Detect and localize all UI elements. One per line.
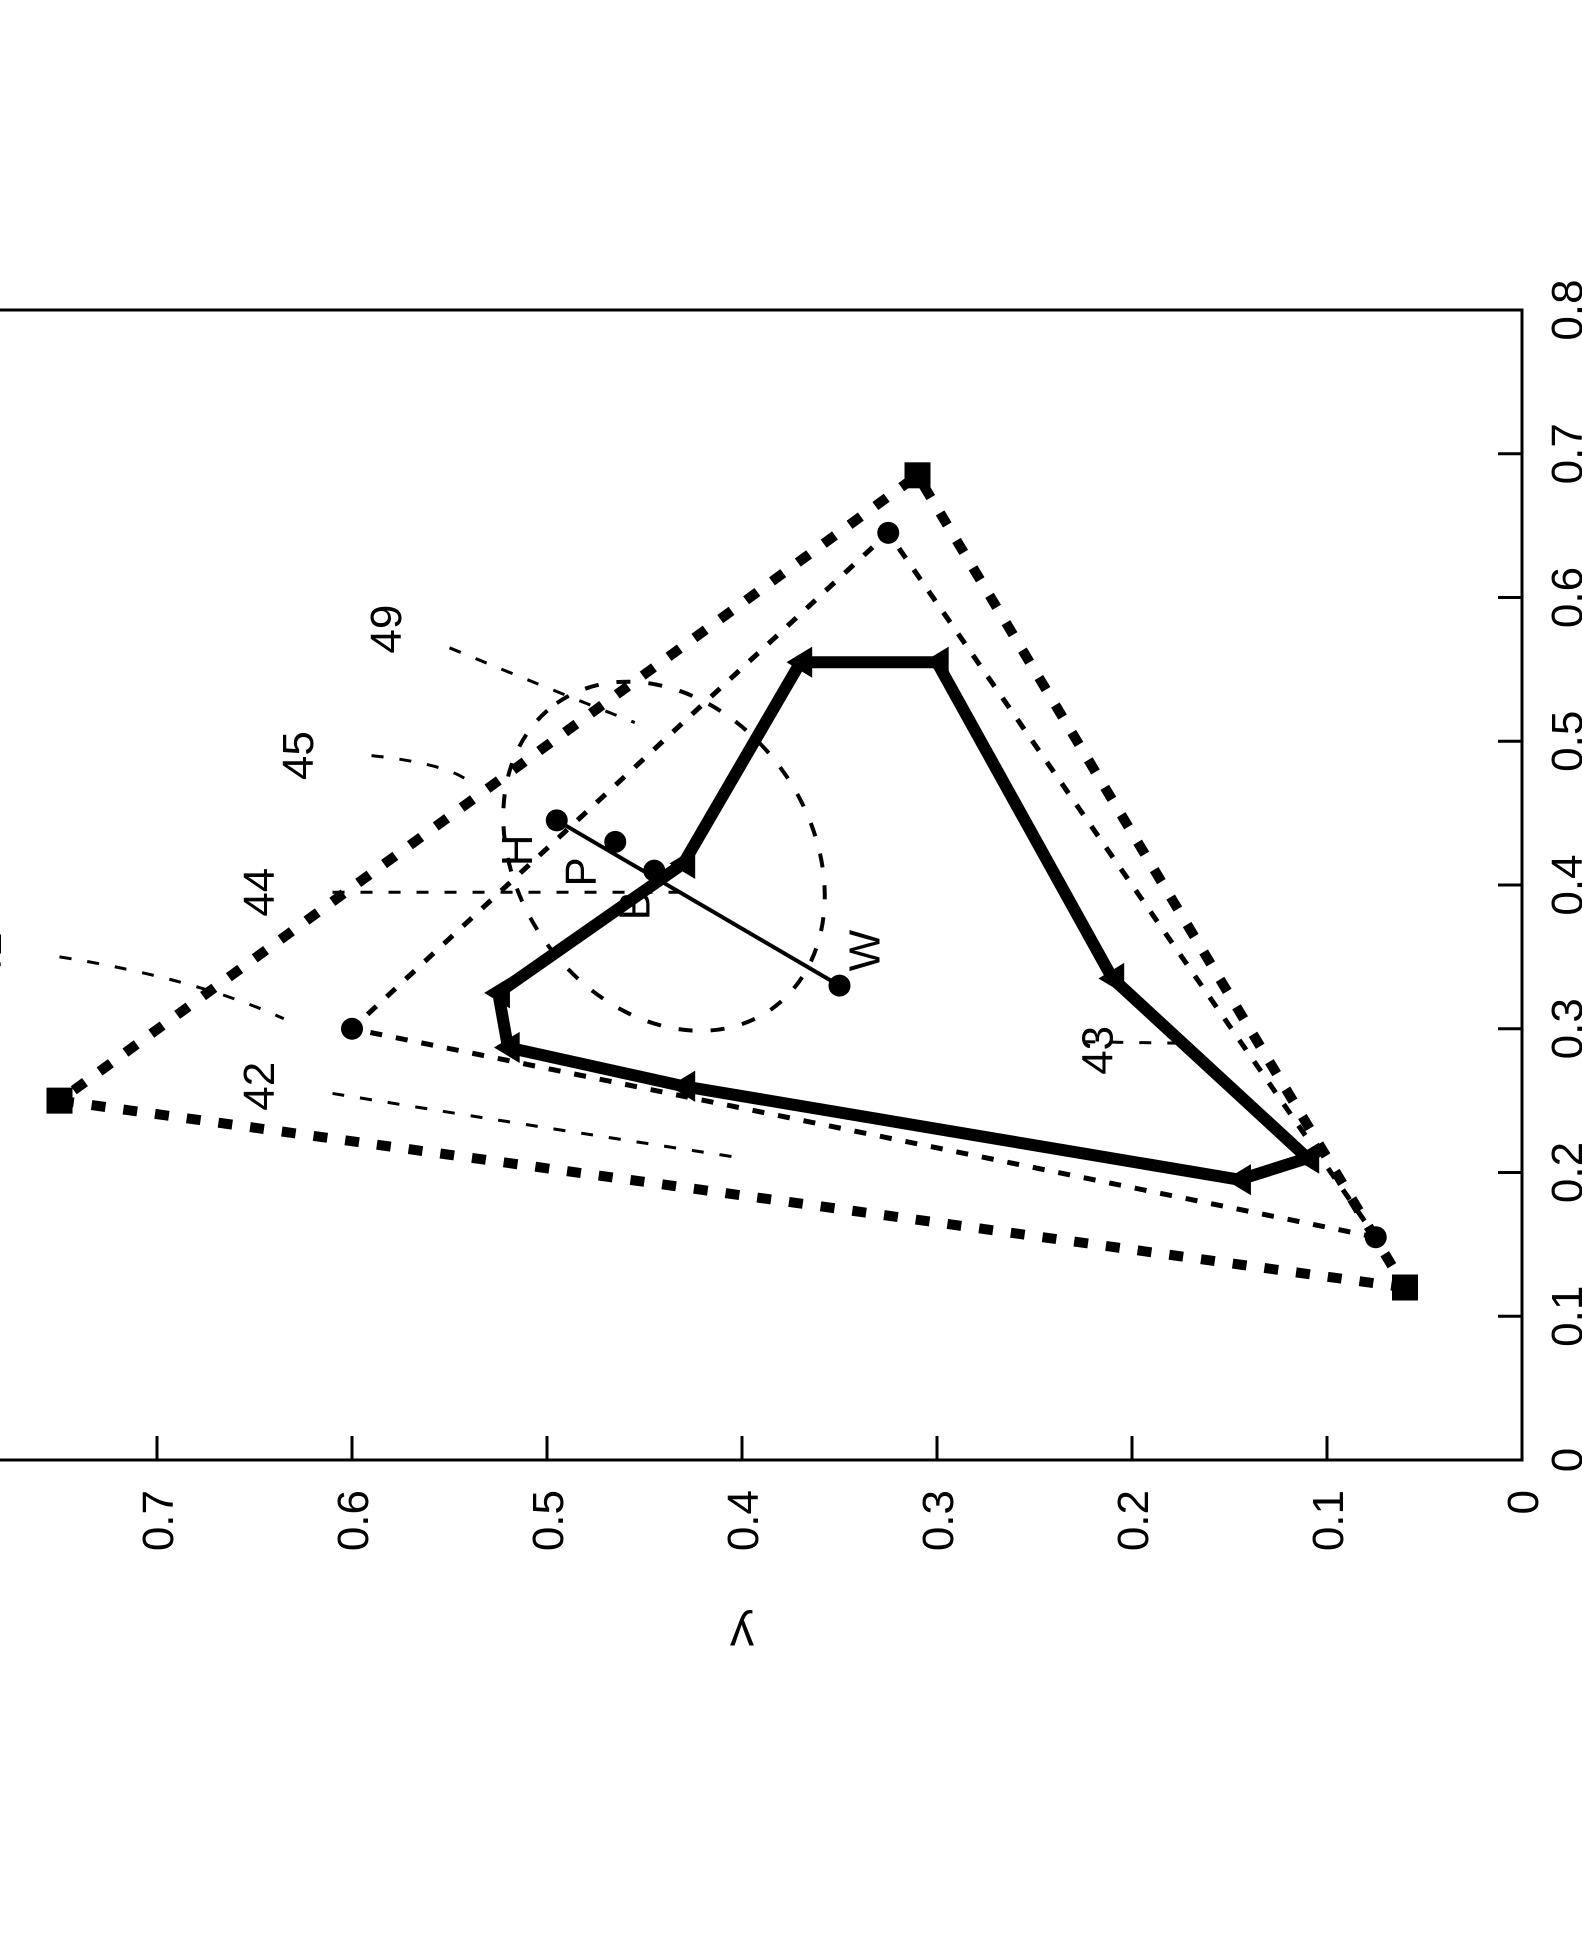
x-tick-label: 0.7 <box>1543 423 1582 484</box>
mid-triangle-marker <box>877 522 899 544</box>
y-axis-label: y <box>730 1609 754 1662</box>
callout-label-49: 49 <box>362 605 411 654</box>
mid-triangle-line <box>352 533 1376 1237</box>
x-tick-label: 0.8 <box>1543 279 1582 340</box>
point-W <box>829 975 851 997</box>
leader-41 <box>60 957 284 1019</box>
y-tick-label: 0.5 <box>524 1490 573 1551</box>
x-tick-label: 0.3 <box>1543 998 1582 1059</box>
x-tick-label: 0.4 <box>1543 854 1582 915</box>
inner-polygon-marker <box>923 647 949 678</box>
callout-label-42: 42 <box>235 1062 284 1111</box>
outer-triangle-marker <box>1392 1275 1418 1301</box>
inner-polygon-marker <box>1225 1164 1251 1195</box>
mid-triangle-marker <box>341 1018 363 1040</box>
point-H <box>546 809 568 831</box>
point-label-P: P <box>556 857 605 886</box>
mid-triangle-marker <box>1365 1226 1387 1248</box>
callout-label-41: 41 <box>0 932 11 981</box>
y-tick-label: 0.2 <box>1109 1490 1158 1551</box>
outer-triangle-marker <box>47 1088 73 1114</box>
x-tick-label: 0.1 <box>1543 1286 1582 1347</box>
x-tick-label: 0.5 <box>1543 711 1582 772</box>
y-tick-label: 0.1 <box>1304 1490 1353 1551</box>
x-tick-label: 0 <box>1543 1448 1582 1472</box>
callout-label-43: 43 <box>1074 1026 1123 1075</box>
point-P <box>604 831 626 853</box>
y-tick-label: 0.3 <box>914 1490 963 1551</box>
point-label-B: B <box>610 891 659 920</box>
y-tick-label: 0.6 <box>329 1490 378 1551</box>
point-label-H: H <box>493 834 542 866</box>
y-tick-label: 0.4 <box>719 1490 768 1551</box>
x-tick-label: 0.2 <box>1543 1142 1582 1203</box>
y-tick-label: 0 <box>1499 1490 1548 1514</box>
point-label-W: W <box>841 929 890 971</box>
plot-frame <box>0 310 1522 1460</box>
leader-42 <box>333 1093 743 1158</box>
callout-label-45: 45 <box>274 731 323 780</box>
leader-49 <box>450 648 635 723</box>
x-tick-label: 0.6 <box>1543 567 1582 628</box>
chart-container: 00.10.20.30.40.50.60.70.8x00.10.20.30.40… <box>0 0 1582 1938</box>
point-B <box>643 860 665 882</box>
callout-label-44: 44 <box>235 868 284 917</box>
y-tick-label: 0.7 <box>134 1490 183 1551</box>
chromaticity-chart: 00.10.20.30.40.50.60.70.8x00.10.20.30.40… <box>0 0 1582 1938</box>
leader-45 <box>372 756 466 779</box>
outer-triangle-marker <box>905 462 931 488</box>
